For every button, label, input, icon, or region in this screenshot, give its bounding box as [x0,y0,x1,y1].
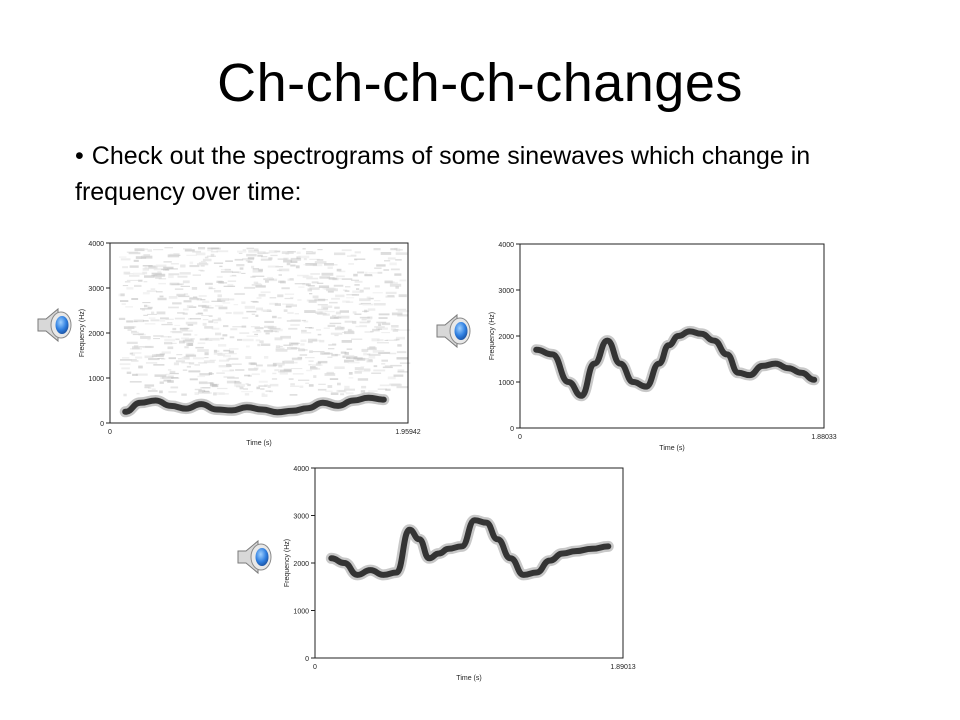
speaker-icon[interactable] [433,310,475,352]
y-axis-label: Frequency (Hz) [284,539,291,587]
y-tick-label: 1000 [293,609,309,616]
y-tick-label: 4000 [498,242,514,249]
y-axis-label: Frequency (Hz) [489,312,496,360]
y-tick-label: 0 [510,426,514,433]
bullet-point: • Check out the spectrograms of some sine… [75,138,895,210]
y-tick-label: 4000 [293,466,309,473]
y-tick-label: 2000 [293,561,309,568]
spectrogram-chart-1: 0 1000 2000 3000 4000 0 1.95942 Time (s) Frequen… [79,241,421,447]
x-axis-label: Time (s) [246,440,271,447]
x-tick-label: 1.88033 [811,434,836,441]
bullet-marker: • [75,142,84,170]
speaker-dome [454,322,468,340]
speaker-glyph [436,313,471,349]
series-line [533,328,818,399]
x-axis-label: Time (s) [456,675,481,682]
y-tick-label: 4000 [88,241,104,248]
y-tick-label: 3000 [88,286,104,293]
series-line [122,394,387,416]
speaker-icon[interactable] [34,304,76,346]
noise-texture [118,247,411,397]
y-tick-label: 0 [305,656,309,663]
spectrogram-chart-2: 0 1000 2000 3000 4000 0 1.88033 Time (s) Frequen… [489,242,837,452]
y-tick-label: 2000 [498,334,514,341]
y-tick-label: 2000 [88,331,104,338]
x-tick-label: 0 [518,434,522,441]
y-tick-label: 3000 [293,514,309,521]
x-tick-label: 1.89013 [610,664,635,671]
speaker-dome [55,316,69,334]
speaker-dome [255,548,269,566]
speaker-glyph [37,307,72,343]
slide-title: Ch-ch-ch-ch-changes [217,53,743,113]
speaker-glyph [237,539,272,575]
x-tick-label: 1.95942 [395,429,420,436]
x-tick-label: 0 [313,664,317,671]
y-tick-label: 1000 [88,376,104,383]
series-line [328,517,612,578]
spectrogram-chart-3: 0 1000 2000 3000 4000 0 1.89013 Time (s) Frequen… [284,466,636,682]
y-tick-label: 3000 [498,288,514,295]
y-tick-label: 0 [100,421,104,428]
x-tick-label: 0 [108,429,112,436]
speaker-icon[interactable] [234,536,276,578]
y-axis-label: Frequency (Hz) [79,309,86,357]
x-axis-label: Time (s) [659,445,684,452]
y-tick-label: 1000 [498,380,514,387]
plot-area [315,468,623,658]
bullet-text: Check out the spectrograms of some sinew… [75,142,811,206]
